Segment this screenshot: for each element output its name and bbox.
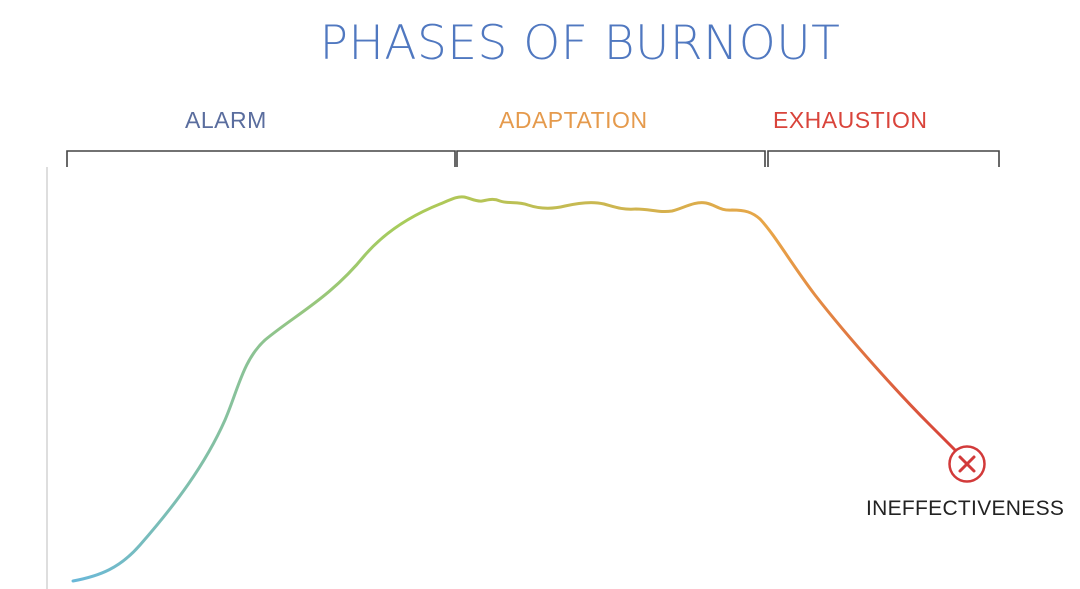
phase-label-exhaustion: EXHAUSTION [773, 107, 928, 133]
phase-bracket-exhaustion [767, 150, 1000, 167]
burnout-curve [71, 195, 957, 583]
phase-label-adaptation: ADAPTATION [499, 107, 648, 133]
phase-label-alarm: ALARM [185, 107, 267, 133]
diagram-title: PHASES OF BURNOUT [319, 16, 841, 71]
x-circle-icon [948, 445, 986, 483]
phase-bracket-adaptation [456, 150, 766, 167]
phase-bracket-alarm [66, 150, 456, 167]
ineffectiveness-label: INEFFECTIVENESS [866, 497, 1065, 520]
